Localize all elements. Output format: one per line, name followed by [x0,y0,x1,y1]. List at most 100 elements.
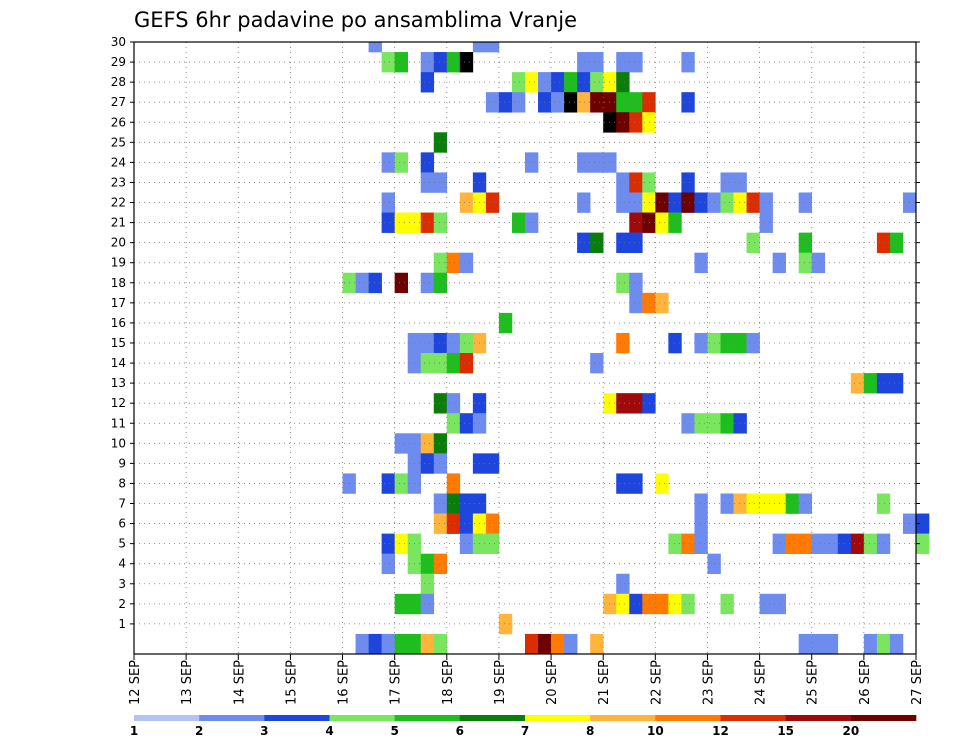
heatmap-cell [681,92,695,113]
heatmap-cell [433,272,448,294]
heatmap-cell [564,92,578,113]
heatmap-cell [472,42,487,53]
heatmap-cell [381,52,395,73]
y-tick-label: 13 [111,376,126,390]
heatmap-cell [433,212,448,233]
legend-swatch [785,715,852,721]
heatmap-cell [694,332,708,354]
heatmap-cell [746,192,760,213]
heatmap-cell [355,272,369,294]
heatmap-cell [668,212,682,233]
heatmap-cell [446,332,461,354]
x-tick-label: 14 SEP [232,660,247,705]
heatmap-cell [720,192,734,213]
heatmap-cell [655,212,669,233]
heatmap-cell [420,212,435,233]
gridlines [134,41,917,654]
heatmap-cell [655,593,669,615]
heatmap-cell [590,72,604,93]
heatmap-cell [420,272,435,294]
heatmap-cell [381,473,395,494]
legend-swatch [655,715,721,721]
heatmap-cell [811,533,826,554]
heatmap-cell [420,433,435,454]
heatmap-cell [433,52,448,73]
heatmap-cell [863,533,878,554]
plot-frame [133,41,917,655]
heatmap-cell [525,633,539,655]
heatmap-cell [642,593,656,615]
heatmap-cell [629,92,643,113]
heatmap-cell [551,92,565,113]
y-tick-label: 30 [111,35,126,49]
heatmap-cell [433,172,448,193]
heatmap-cell [394,52,408,73]
heatmap-cell [420,353,435,374]
heatmap-cell [511,92,526,113]
y-tick-label: 12 [111,396,126,410]
x-tick-label: 13 SEP [180,660,195,705]
heatmap-cell [485,453,500,474]
heatmap-cell [681,533,695,554]
legend-label: 2 [195,724,203,738]
heatmap-cell [433,433,448,454]
heatmap-cell [420,72,435,93]
heatmap-cell [433,393,448,414]
heatmap-cell [798,533,813,554]
heatmap-cell [759,192,773,213]
heatmap-cell [798,493,813,514]
heatmap-cell [889,373,904,394]
legend-label: 5 [390,724,398,738]
heatmap-cell [798,192,813,213]
heatmap-cell [381,553,395,575]
heatmap-cell [433,513,448,534]
heatmap-cell [538,633,552,655]
heatmap-cell [629,52,643,73]
heatmap-cell [446,52,461,73]
y-tick-label: 28 [111,75,126,89]
heatmap-cell [368,42,382,53]
y-tick-label: 17 [111,296,126,310]
heatmap-cell [564,72,578,93]
heatmap-cell [394,212,408,233]
heatmap-cell [485,513,500,534]
heatmap-cell [642,192,656,213]
heatmap-cell [459,332,474,354]
y-tick-label: 7 [118,497,126,511]
heatmap-cell [420,633,435,655]
heatmap-cell [511,212,526,233]
heatmap-cell [446,493,461,514]
heatmap-cell [668,593,682,615]
heatmap-cell [368,633,382,655]
heatmap-cell [616,72,630,93]
heatmap-cell [420,52,435,73]
heatmap-cell [355,633,369,655]
heatmap-cell [381,533,395,554]
heatmap-cell [420,553,435,575]
legend-label: 4 [325,724,333,738]
heatmap-cell [420,593,435,615]
y-tick-label: 14 [111,356,126,370]
heatmap-cell [824,533,839,554]
y-tick-label: 26 [111,115,126,129]
heatmap-cell [459,493,474,514]
x-tick-label: 21 SEP [597,660,612,705]
heatmap-cell [485,192,500,213]
heatmap-cell [577,192,591,213]
heatmap-cell [616,192,630,213]
legend-swatch [264,715,330,721]
heatmap-cell [590,152,604,173]
heatmap-cell [485,92,500,113]
heatmap-cell [433,453,448,474]
heatmap-cell [642,212,656,233]
x-axis-ticks: 12 SEP 13 SEP 14 SEP 15 SEP 16 SEP 17 SEP 18 S… [128,654,925,705]
heatmap-cell [616,332,630,354]
legend-label: 7 [521,724,529,738]
x-tick-label: 18 SEP [441,660,456,705]
heatmap-cell [616,232,630,253]
legend-label: 20 [842,724,859,738]
heatmap-cell [485,42,500,53]
y-tick-label: 25 [111,135,126,149]
heatmap-cell [433,332,448,354]
